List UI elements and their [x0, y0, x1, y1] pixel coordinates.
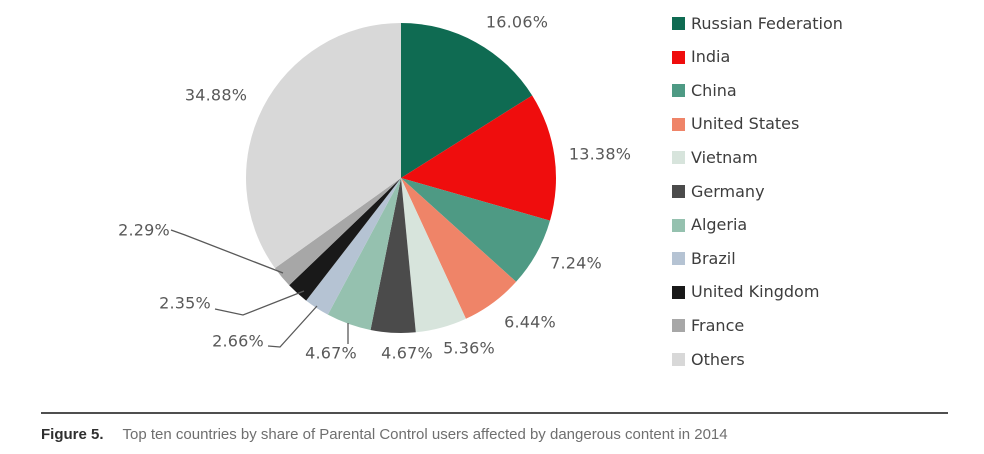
legend-swatch-china	[672, 84, 685, 98]
slice-label-india: 13.38%	[568, 144, 632, 164]
legend-item-brazil: Brazil	[672, 250, 736, 267]
slice-label-russian-federation: 16.06%	[485, 12, 549, 32]
leader-line-united-kingdom	[214, 290, 305, 316]
pie-slice-united-kingdom	[289, 178, 401, 301]
legend-label-germany: Germany	[691, 181, 765, 201]
slice-label-france: 2.29%	[118, 220, 170, 240]
legend-item-china: China	[672, 82, 737, 99]
legend-swatch-united-kingdom	[672, 285, 685, 299]
pie-slice-india	[401, 95, 557, 221]
legend-label-china: China	[691, 80, 737, 100]
legend-swatch-algeria	[672, 218, 685, 232]
legend-swatch-france	[672, 319, 685, 333]
legend-label-united-kingdom: United Kingdom	[691, 282, 820, 302]
legend-swatch-russian-federation	[672, 17, 685, 30]
slice-label-germany: 4.67%	[381, 343, 433, 363]
figure-label: Figure 5.	[41, 426, 104, 443]
pie-slice-united-states	[401, 178, 517, 319]
leader-line-france	[170, 229, 284, 274]
pie-chart	[170, 23, 557, 348]
legend-item-algeria: Algeria	[672, 217, 747, 234]
legend-label-india: India	[691, 47, 731, 67]
legend-label-vietnam: Vietnam	[691, 147, 758, 167]
legend-item-russian-federation: Russian Federation	[672, 15, 843, 32]
pie-slice-china	[401, 178, 551, 282]
legend-label-brazil: Brazil	[691, 248, 736, 268]
pie-slice-france	[274, 178, 401, 286]
leader-line-brazil	[267, 305, 318, 348]
pie-slice-brazil	[306, 178, 401, 315]
slice-label-algeria: 4.67%	[305, 343, 357, 363]
legend-item-france: France	[672, 317, 744, 334]
pie-slice-algeria	[327, 178, 401, 330]
pie-slice-russian-federation	[401, 23, 533, 178]
legend: Russian Federation India China United State…	[672, 0, 972, 400]
legend-label-russian-federation: Russian Federation	[691, 13, 843, 33]
legend-item-germany: Germany	[672, 183, 765, 200]
slice-label-others: 34.88%	[184, 85, 248, 105]
slice-labels-layer: 16.06% 13.38% 7.24% 6.44% 5.36% 4.67% 4.67% 2.6…	[118, 12, 632, 363]
legend-item-united-kingdom: United Kingdom	[672, 284, 819, 301]
slice-label-brazil: 2.66%	[212, 331, 264, 351]
legend-swatch-brazil	[672, 252, 685, 266]
legend-label-united-states: United States	[691, 114, 800, 134]
figure-caption: Figure 5. Top ten countries by share of P…	[41, 426, 728, 443]
pie-slice-others	[246, 23, 401, 269]
legend-swatch-germany	[672, 185, 685, 198]
pie-slice-germany	[370, 178, 416, 333]
slice-label-united-states: 6.44%	[504, 312, 556, 332]
legend-label-algeria: Algeria	[691, 215, 748, 235]
legend-item-vietnam: Vietnam	[672, 149, 758, 166]
figure-caption-text: Top ten countries by share of Parental C…	[122, 426, 728, 443]
caption-divider	[41, 412, 948, 414]
slice-label-vietnam: 5.36%	[443, 338, 495, 358]
slice-label-united-kingdom: 2.35%	[159, 293, 211, 313]
legend-item-india: India	[672, 49, 730, 66]
legend-label-others: Others	[691, 349, 745, 369]
legend-swatch-vietnam	[672, 151, 685, 165]
legend-item-others: Others	[672, 351, 745, 368]
legend-item-united-states: United States	[672, 116, 799, 133]
legend-swatch-united-states	[672, 117, 685, 131]
legend-swatch-india	[672, 50, 685, 64]
pie-slice-vietnam	[401, 178, 466, 333]
legend-swatch-others	[672, 353, 685, 366]
legend-label-france: France	[691, 315, 745, 335]
slice-label-china: 7.24%	[550, 253, 602, 273]
